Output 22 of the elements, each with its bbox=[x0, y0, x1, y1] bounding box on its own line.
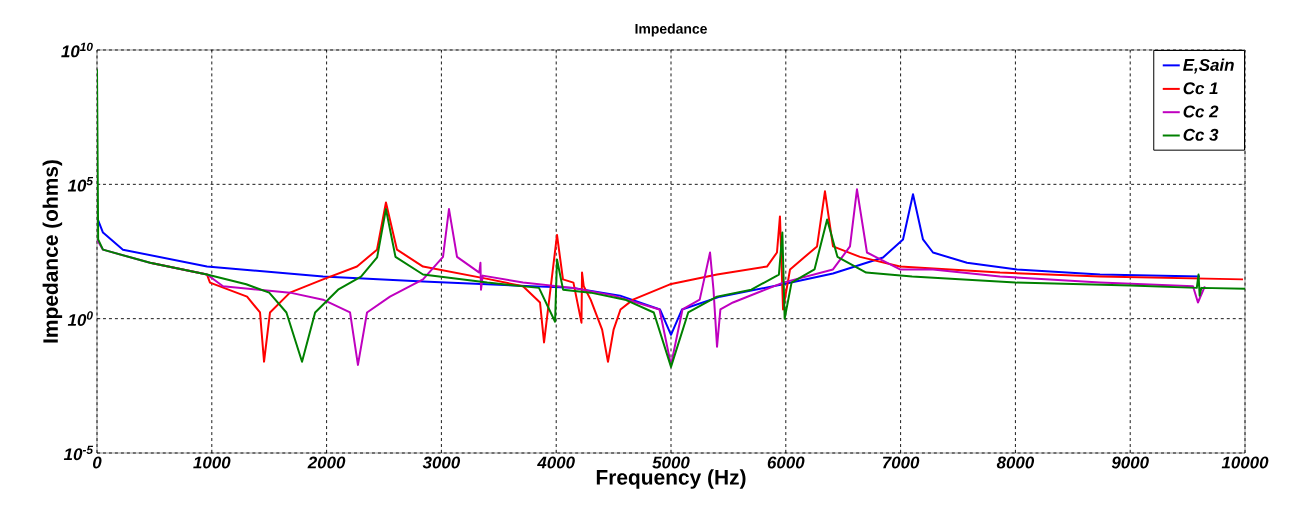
chart-title: Impedance bbox=[635, 23, 707, 37]
x-tick-label: 10000 bbox=[1221, 456, 1269, 469]
x-tick-label: 6000 bbox=[767, 456, 805, 469]
x-tick-label: 1000 bbox=[193, 456, 231, 469]
y-tick-label: 10$^{10}$ bbox=[61, 42, 93, 58]
x-tick-label: 7000 bbox=[882, 456, 920, 469]
legend-label: E,Sain bbox=[1183, 58, 1234, 74]
legend-label: Cc 3 bbox=[1183, 128, 1219, 141]
x-tick-label: 4000 bbox=[537, 456, 575, 469]
legend-label: Cc 1 bbox=[1183, 82, 1218, 95]
x-tick-label: 5000 bbox=[652, 456, 690, 469]
y-tick-label: 10$^{0}$ bbox=[67, 311, 93, 327]
x-tick-label: 8000 bbox=[996, 456, 1035, 469]
y-tick-label: 10$^{5}$ bbox=[67, 177, 94, 192]
y-tick-label: 10$^{-5}$ bbox=[63, 445, 94, 461]
x-tick-label: 2000 bbox=[307, 456, 346, 469]
x-tick-label: 9000 bbox=[1111, 456, 1149, 469]
y-axis-title: Impedance (ohms) bbox=[42, 160, 63, 343]
x-tick-label: 3000 bbox=[422, 456, 461, 469]
x-tick-label: 0 bbox=[92, 456, 102, 469]
legend-label: Cc 2 bbox=[1183, 105, 1219, 118]
x-axis-title: Frequency (Hz) bbox=[596, 469, 746, 489]
